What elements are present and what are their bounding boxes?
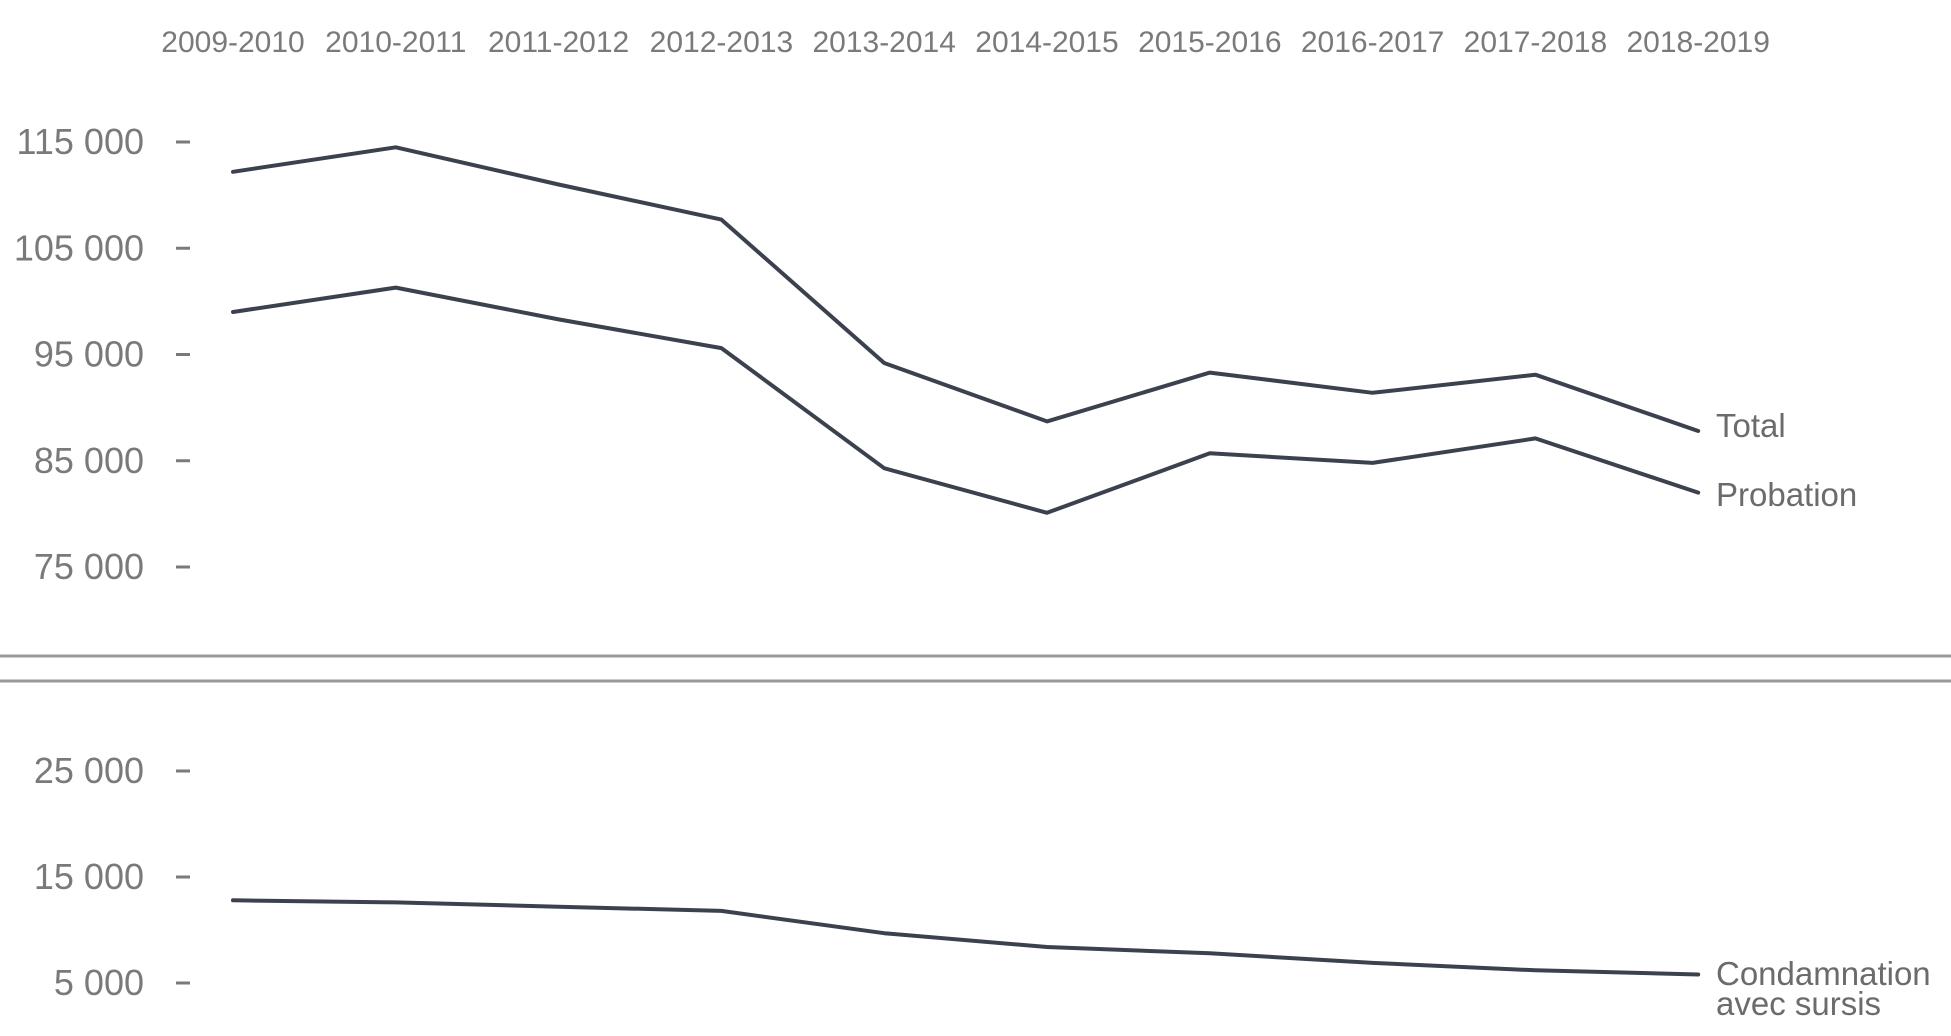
series-label-sursis-line1: Condamnation [1716,955,1931,992]
x-tick-label-7: 2016-2017 [1301,26,1444,59]
y-axis-ticks: 115 000 105 000 95 000 85 000 75 000 25 000 15… [14,121,190,1003]
y-tick-label-lower-1: 15 000 [34,856,144,897]
x-tick-label-4: 2013-2014 [812,26,955,59]
series-line-probation [231,285,1701,515]
y-tick-label-upper-3: 85 000 [34,440,144,481]
x-axis-ticks: 2009-2010 2010-2011 2011-2012 2012-2013 2013… [161,26,1770,59]
series-label-probation: Probation [1716,476,1857,513]
x-tick-label-6: 2015-2016 [1138,26,1281,59]
x-tick-label-1: 2010-2011 [325,26,466,59]
series-labels: Total Probation Condamnation avec sursis [1716,407,1931,1022]
x-tick-label-8: 2017-2018 [1464,26,1607,59]
y-tick-label-upper-2: 95 000 [34,334,144,375]
y-tick-label-upper-4: 75 000 [34,546,144,587]
axis-break [0,654,1951,683]
x-tick-label-9: 2018-2019 [1626,26,1769,59]
x-tick-label-2: 2011-2012 [488,26,629,59]
series-line-sursis [231,898,1701,977]
x-tick-label-0: 2009-2010 [161,26,304,59]
y-tick-label-upper-0: 115 000 [17,121,144,162]
series-line-total [231,145,1701,433]
y-tick-label-lower-0: 25 000 [34,750,144,791]
y-tick-label-upper-1: 105 000 [14,227,144,268]
x-tick-label-5: 2014-2015 [975,26,1118,59]
series-label-sursis-line2: avec sursis [1716,985,1881,1022]
series-label-total: Total [1716,407,1786,444]
y-tick-label-lower-2: 5 000 [54,962,144,1003]
series-lines [231,145,1701,977]
x-tick-label-3: 2012-2013 [650,26,793,59]
